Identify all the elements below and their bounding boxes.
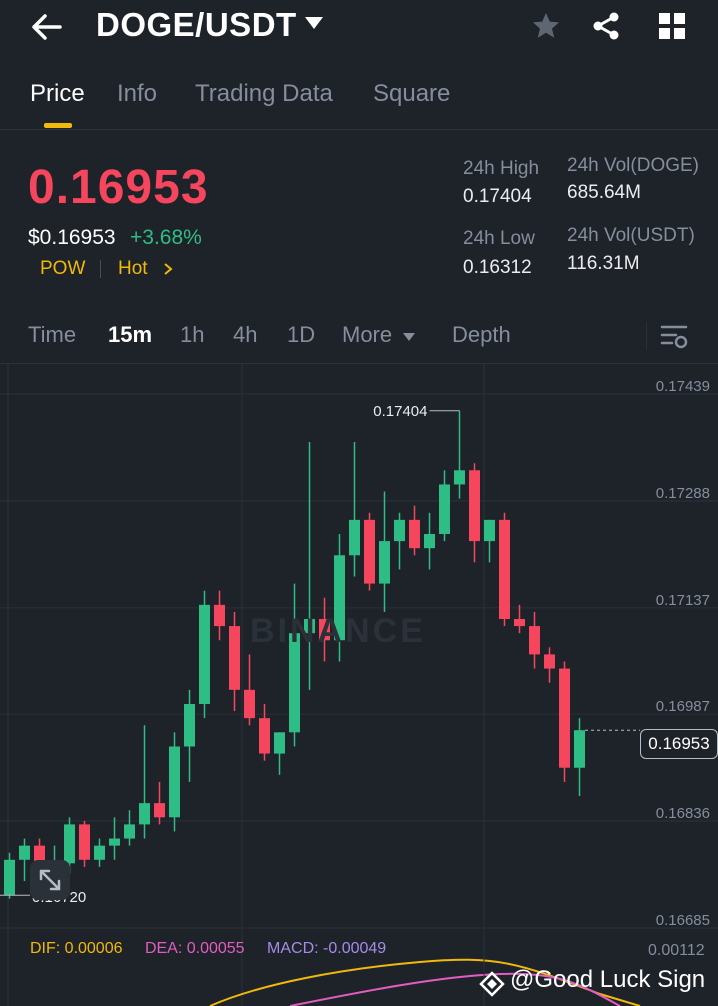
macd-value: MACD: -0.00049 [267,940,387,957]
candle-body [349,519,360,556]
macd-axis-max: 0.00112 [648,942,705,959]
candle-body [439,484,450,535]
usd-price: $0.16953 [28,226,116,249]
interval-more[interactable]: More [342,322,393,347]
tab-info[interactable]: Info [117,80,158,107]
tag-hot[interactable]: Hot [118,258,148,279]
pair-title[interactable]: DOGE/USDT [96,6,297,43]
interval-4h[interactable]: 4h [233,322,258,347]
candle-body [544,654,555,669]
low-value: 0.16312 [463,257,532,278]
binance-watermark: BINANCE [250,612,426,650]
grid-menu-icon[interactable] [658,12,686,40]
tab-trading-data[interactable]: Trading Data [195,80,333,107]
tab-price[interactable]: Price [30,80,85,107]
interval-1h[interactable]: 1h [180,322,205,347]
price-axis: 0.17439 0.17288 0.17137 0.16987 0.16836 0.166… [656,378,710,929]
dif-value: DIF: 0.00006 [30,940,123,957]
candle-body [139,803,150,825]
vol-base-label: 24h Vol(DOGE) [567,155,699,176]
y-tick-label: 0.16987 [656,698,710,715]
price-change: +3.68% [130,226,202,249]
candle-body [184,703,195,747]
chevron-down-icon[interactable] [402,332,416,342]
vol-base-value: 685.64M [567,182,641,203]
vol-quote-label: 24h Vol(USDT) [567,225,695,246]
chart-settings-icon[interactable] [660,324,688,350]
candle-body [469,470,480,542]
candle-body [559,668,570,768]
low-label: 24h Low [463,228,535,249]
candle-body [19,845,30,860]
binance-logo-icon [479,971,505,997]
candle-body [574,730,585,768]
chart-grid [0,364,718,1006]
last-price: 0.16953 [28,161,209,214]
high-value: 0.17404 [463,186,532,207]
watermark-text: @Good Luck Sign [510,966,706,993]
vol-quote-value: 116.31M [567,253,640,274]
candle-body [364,519,375,584]
expand-icon[interactable] [30,860,70,900]
candle-body [394,519,405,542]
macd-legend: DIF: 0.00006 DEA: 0.00055 MACD: -0.00049 [30,940,404,958]
chevron-down-icon[interactable] [304,16,324,30]
candle-body [334,555,345,641]
tab-square[interactable]: Square [373,80,451,107]
favorite-star-icon[interactable] [530,10,562,42]
dea-value: DEA: 0.00055 [144,940,245,957]
interval-depth[interactable]: Depth [452,322,511,347]
candle-body [229,626,240,690]
dif-line [209,958,641,1006]
y-tick-label: 0.17137 [656,592,710,609]
divider [646,322,647,350]
y-tick-label: 0.17439 [656,378,710,395]
y-tick-label: 0.16836 [656,805,710,822]
main-tabs: Price Info Trading Data Square [0,66,718,130]
interval-1d[interactable]: 1D [287,322,316,347]
candle-body [154,803,165,818]
candle-body [64,824,75,864]
candle-body [124,824,135,839]
share-icon[interactable] [590,10,622,42]
interval-time[interactable]: Time [28,322,77,347]
candle-body [379,541,390,584]
candle-body [289,633,300,733]
y-tick-label: 0.16685 [656,912,710,929]
high-marker-label: 0.17404 [373,403,427,420]
candle-body [499,519,510,620]
candle-body [94,845,105,860]
interval-15m[interactable]: 15m [108,322,153,347]
candle-body [244,689,255,719]
active-tab-indicator [44,123,72,128]
candle-body [454,470,465,485]
tag-pow[interactable]: POW [40,258,86,279]
back-arrow-icon[interactable] [30,12,64,42]
candle-body [319,619,330,641]
candle-body [409,519,420,549]
candle-body [274,732,285,754]
tag-divider [100,260,101,278]
high-label: 24h High [463,158,540,179]
candle-body [514,619,525,627]
candle-body [79,824,90,860]
candle-body [34,845,45,867]
candle-body [214,604,225,627]
current-price-tag: 0.16953 [640,729,718,759]
candle-body [4,859,15,896]
chevron-right-icon[interactable] [162,262,174,276]
candle-body [529,626,540,655]
candle-body [304,619,315,634]
y-tick-label: 0.17288 [656,485,710,502]
top-bar: DOGE/USDT [0,0,718,56]
candle-body [169,746,180,818]
candle-body [259,718,270,754]
candle-body [199,604,210,704]
interval-bar: Time 15m 1h 4h 1D More Depth [0,310,718,364]
candle-body [484,519,495,542]
candle-body [424,534,435,549]
candle-body [109,838,120,846]
